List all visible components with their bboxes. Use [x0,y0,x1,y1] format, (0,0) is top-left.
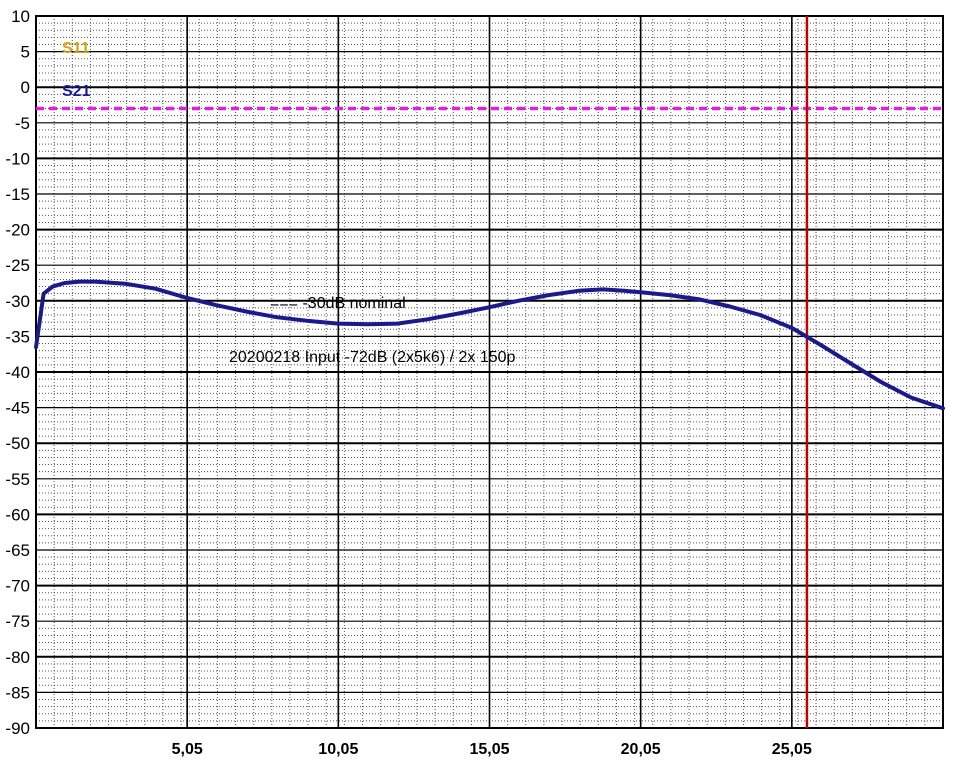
y-tick-label: 10 [11,7,30,26]
y-tick-label: -35 [5,327,30,346]
y-tick-label: -75 [5,612,30,631]
x-tick-label: 10,05 [318,741,358,758]
y-tick-label: -90 [5,719,30,738]
y-tick-label: -30 [5,292,30,311]
reference-label: === -30dB nominal [270,295,406,312]
y-tick-label: -60 [5,505,30,524]
series-line-s21 [34,279,945,411]
y-tick-label: -85 [5,683,30,702]
x-tick-label: 15,05 [469,741,509,758]
y-tick-labels: 10 5 0 -5 -10 -15 -20 -25 -30 -35 -40 -45 -50 -55 -60 -… [5,7,30,738]
y-tick-label: -15 [5,185,30,204]
y-tick-label: -25 [5,256,30,275]
y-tick-label: -40 [5,363,30,382]
reference-lines [36,16,943,728]
y-tick-label: -10 [5,149,30,168]
y-tick-label: -20 [5,221,30,240]
y-tick-label: -45 [5,399,30,418]
y-tick-label: -80 [5,648,30,667]
x-tick-label: 20,05 [621,741,661,758]
y-tick-label: 5 [21,43,30,62]
y-tick-label: -55 [5,470,30,489]
y-tick-label: 0 [21,78,30,97]
x-tick-label: 5,05 [172,741,203,758]
chart-annotation: 20200218 Input -72dB (2x5k6) / 2x 150p [229,349,516,366]
x-tick-label: 25,05 [772,741,812,758]
legend-s11: S11 [62,40,90,57]
x-tick-labels: 5,05 10,05 15,05 20,05 25,05 [172,741,812,758]
y-tick-label: -5 [15,114,30,133]
y-tick-label: -50 [5,434,30,453]
legend-s21: S21 [62,83,91,100]
plot-frame [35,15,944,729]
plot-border [35,15,944,729]
y-tick-label: -70 [5,577,30,596]
y-tick-label: -65 [5,541,30,560]
series-layer [34,279,945,411]
